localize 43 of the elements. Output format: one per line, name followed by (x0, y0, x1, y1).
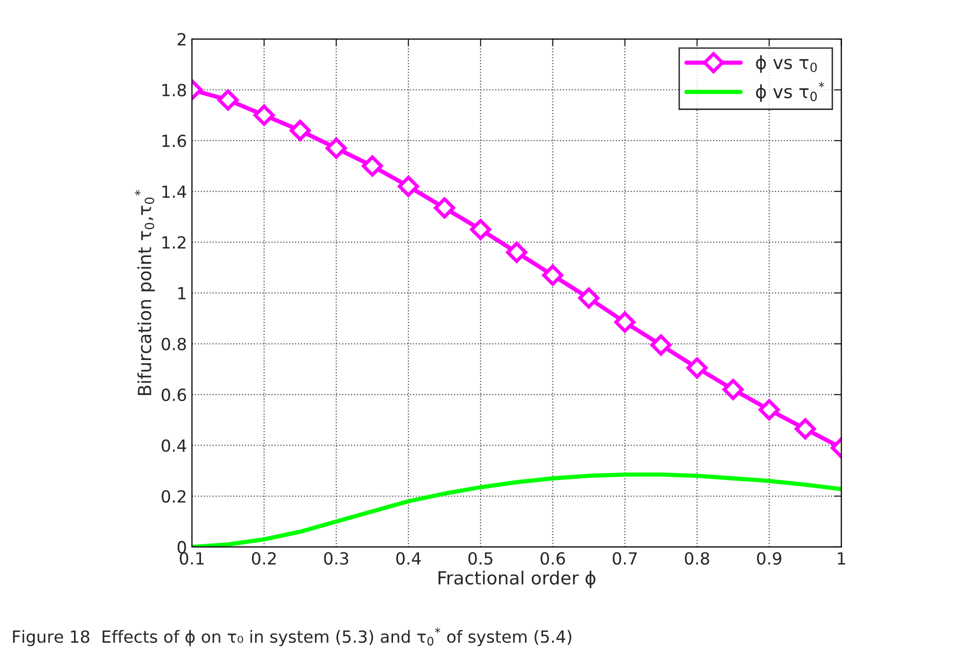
point (254, 104, 275, 126)
y-tick-label: 1 (178, 287, 186, 300)
y-tick-label: 1.8 (162, 84, 186, 96)
point (614, 312, 636, 333)
point (362, 155, 383, 177)
y-tick-label: 1.2 (162, 236, 186, 249)
point (290, 120, 311, 142)
x-tick-label: 0.6 (540, 552, 565, 565)
x-tick-label: 0.3 (324, 552, 348, 565)
y-tick-label: 0.6 (162, 388, 186, 402)
x-tick-label: 0.1 (180, 552, 204, 565)
point (506, 242, 528, 263)
legend-label: ϕ vs τ$_{0}$ (756, 55, 817, 73)
y-tick-label: 0 (178, 540, 186, 554)
y-tick-label: 1.6 (162, 134, 186, 148)
y-tick-label: 0.4 (162, 439, 186, 452)
point (398, 176, 419, 197)
x-tick-label: 0.4 (396, 552, 421, 565)
x-tick-label: 0.8 (684, 552, 710, 565)
y-tick-label: 1.4 (162, 186, 186, 198)
point (686, 357, 708, 378)
point (217, 89, 239, 111)
x-tick-label: 0.5 (468, 552, 492, 565)
legend-label: ϕ vs τ$_{0}$$^{*}$ (756, 82, 824, 102)
point (794, 418, 816, 440)
y-tick-label: 0.8 (162, 338, 186, 350)
y-tick-label: 0.2 (162, 490, 186, 503)
point (650, 334, 672, 356)
x-tick-label: 0.7 (612, 552, 637, 565)
point (542, 264, 564, 286)
point (758, 399, 780, 420)
caption: Figure 18 Effects of ϕ on τ₀ in system (5.3) and τ$_{0}$$^{*}$ of system (5.4) (13, 628, 572, 646)
y-axis-title: Bifurcation point τ$_{0}$,τ$_{0}$$^{*}$ (134, 190, 155, 396)
point (470, 218, 492, 240)
point (722, 378, 744, 400)
y-tick-label: 2 (178, 32, 186, 46)
x-tick-label: 0.9 (757, 552, 782, 565)
x-axis-title: Fractional order ϕ (438, 570, 596, 588)
point (326, 138, 347, 159)
point (578, 287, 600, 309)
x-tick-label: 1 (838, 552, 846, 564)
point (434, 197, 456, 218)
x-tick-label: 0.2 (252, 552, 276, 565)
